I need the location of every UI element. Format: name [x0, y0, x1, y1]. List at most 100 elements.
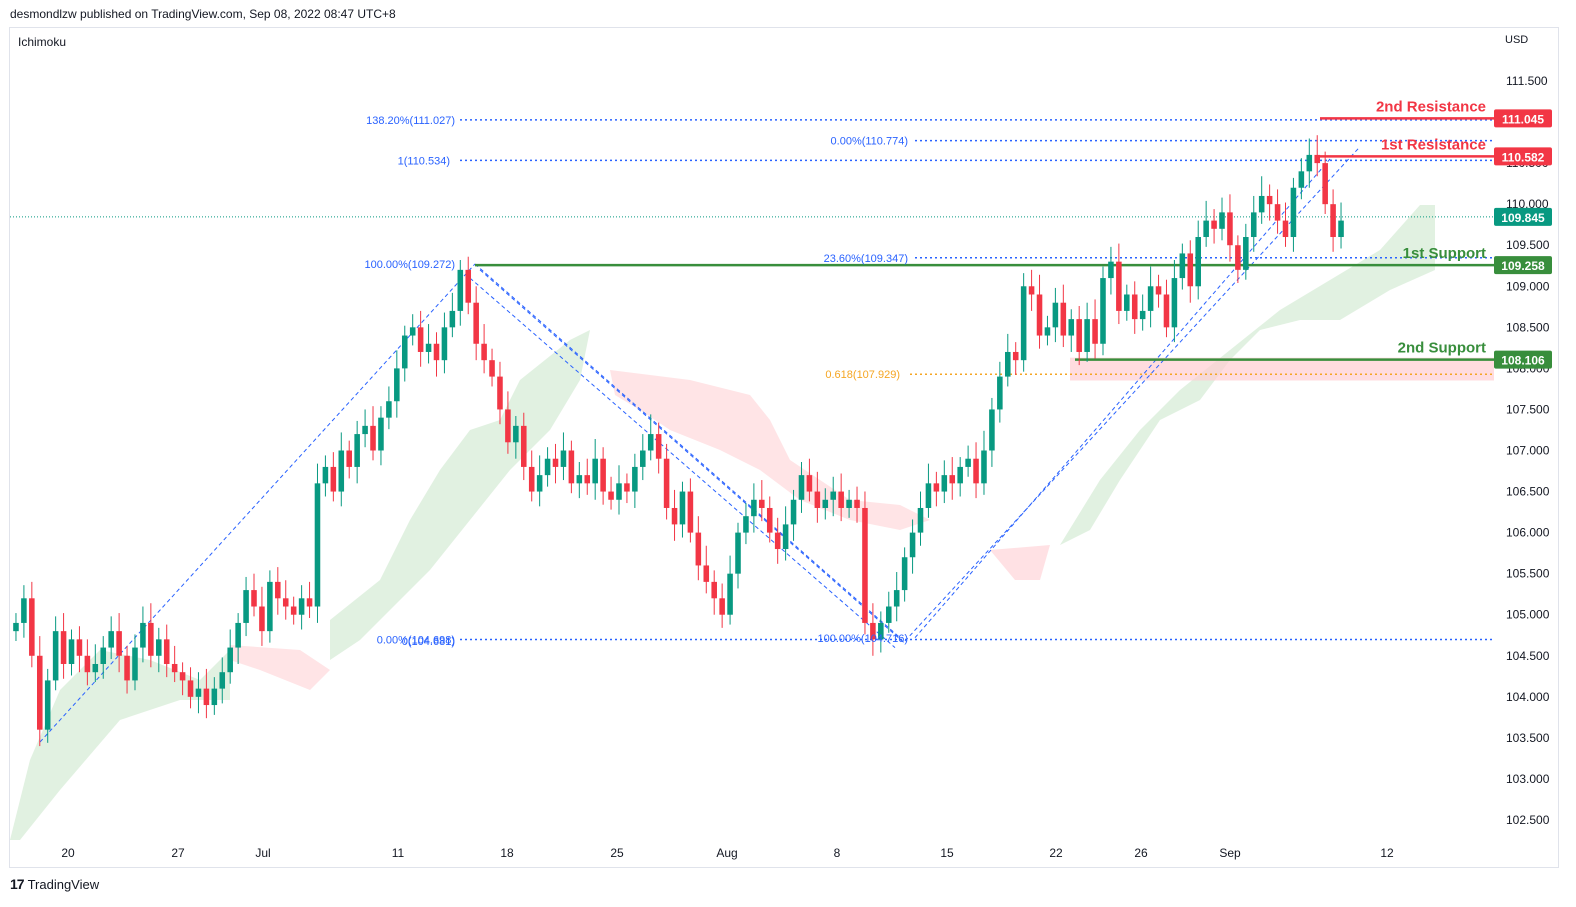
publisher-caption: desmondlzw published on TradingView.com,…: [10, 7, 396, 21]
candle-body: [1076, 319, 1082, 352]
candle-body: [751, 499, 757, 517]
candle-body: [417, 327, 424, 352]
level-label: 2nd Support: [1398, 340, 1486, 357]
candle-body: [981, 450, 987, 484]
candle-body: [124, 655, 130, 681]
candle-body: [1155, 286, 1162, 295]
candle-body: [759, 499, 765, 508]
abc-leg-line: [39, 263, 476, 743]
candle-body: [163, 639, 170, 664]
candle-body: [465, 269, 472, 303]
candle-body: [497, 376, 503, 410]
candle-body: [941, 475, 948, 492]
candle-body: [933, 483, 940, 492]
candle-body: [60, 631, 67, 664]
candle-body: [822, 499, 829, 508]
candle-body: [1219, 212, 1225, 229]
indicator-label[interactable]: Ichimoku: [18, 35, 67, 49]
y-tick-label: 105.000: [1506, 608, 1550, 622]
candle-body: [528, 466, 535, 492]
candle-body: [354, 434, 360, 467]
ichimoku-cloud-bear: [230, 645, 330, 690]
candle-body: [282, 598, 289, 607]
candle-body: [457, 269, 464, 311]
candle-body: [338, 450, 345, 492]
candle-body: [68, 639, 75, 664]
candle-body: [576, 475, 583, 484]
ichimoku-cloud-bear: [990, 545, 1050, 580]
candle-body: [1147, 286, 1154, 311]
candle-body: [917, 507, 924, 533]
candle-body: [132, 647, 138, 681]
candle-body: [536, 475, 543, 492]
candle-body: [148, 622, 154, 656]
candle-body: [1020, 286, 1027, 361]
candle-body: [1068, 319, 1075, 336]
candle-body: [1258, 195, 1265, 213]
footer-brand-label: TradingView: [27, 876, 100, 892]
candle-body: [243, 590, 249, 623]
price-badge-label: 110.582: [1502, 150, 1545, 164]
footer-brand[interactable]: 17 TradingView: [10, 876, 99, 892]
fib-annotation: 0(104.681): [402, 636, 455, 648]
candle-body: [140, 622, 146, 648]
x-tick-label: 26: [1134, 846, 1148, 860]
fib-annotation: 0.00%(110.774): [831, 136, 908, 148]
price-badge: [1494, 207, 1552, 226]
candle-body: [679, 491, 686, 525]
candle-body: [743, 516, 749, 533]
candle-body: [1116, 261, 1122, 311]
ichimoku-cloud-bull: [330, 330, 590, 660]
candle-body: [909, 532, 916, 558]
y-tick-label: 103.500: [1506, 731, 1550, 745]
candle-body: [616, 483, 622, 500]
candle-body: [306, 598, 313, 607]
candle-body: [76, 639, 83, 656]
candle-body: [671, 507, 678, 525]
candle-body: [703, 565, 710, 582]
candle-body: [473, 302, 479, 344]
x-tick-label: 20: [61, 846, 75, 860]
candle-body: [489, 360, 495, 377]
candle-body: [798, 475, 805, 500]
candle-body: [766, 507, 773, 533]
candle-body: [36, 655, 43, 730]
candle-body: [195, 688, 202, 697]
candle-body: [203, 688, 210, 706]
y-tick-label: 106.500: [1506, 485, 1550, 499]
candle-body: [1314, 154, 1321, 164]
abc-leg-line: [914, 158, 1331, 639]
candle-body: [1036, 294, 1043, 336]
candle-body: [711, 581, 717, 599]
candle-body: [211, 688, 218, 706]
y-tick-label: 109.500: [1506, 238, 1550, 252]
candle-body: [520, 425, 527, 467]
candle-body: [362, 425, 368, 435]
abc-leg-line: [479, 269, 906, 644]
abc-leg-line: [469, 277, 896, 648]
ichimoku-cloud-bull: [1060, 205, 1435, 545]
fib-annotation: 1(110.534): [398, 155, 450, 167]
candle-body: [116, 631, 122, 656]
price-badge: [1494, 147, 1552, 166]
candle-body: [814, 491, 821, 508]
candle-body: [862, 507, 868, 623]
candle-body: [1338, 220, 1344, 238]
candle-body: [156, 639, 162, 656]
candle-body: [235, 622, 241, 648]
x-tick-label: 25: [610, 846, 624, 860]
candle-body: [1250, 212, 1257, 238]
candle-body: [901, 557, 908, 591]
candle-body: [1163, 294, 1170, 328]
candle-body: [1266, 195, 1273, 205]
candle-body: [1227, 212, 1233, 246]
candle-body: [346, 450, 352, 467]
y-tick-label: 106.000: [1506, 526, 1550, 540]
candle-body: [854, 499, 860, 508]
candle-body: [806, 475, 813, 492]
support-zone: [1070, 357, 1494, 381]
candle-body: [251, 590, 257, 607]
fib-annotation: 138.20%(111.027): [366, 115, 455, 127]
candle-body: [401, 335, 408, 369]
